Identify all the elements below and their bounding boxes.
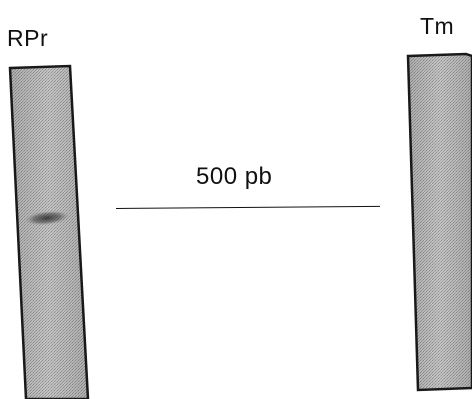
lane-tm (406, 52, 472, 392)
lane-label-rpr: RPr (7, 25, 49, 51)
size-marker-label: 500 pb (196, 163, 273, 190)
lane-label-tm: Tm (420, 13, 455, 39)
lane-rpr (8, 64, 90, 399)
band-rpr (25, 210, 69, 226)
